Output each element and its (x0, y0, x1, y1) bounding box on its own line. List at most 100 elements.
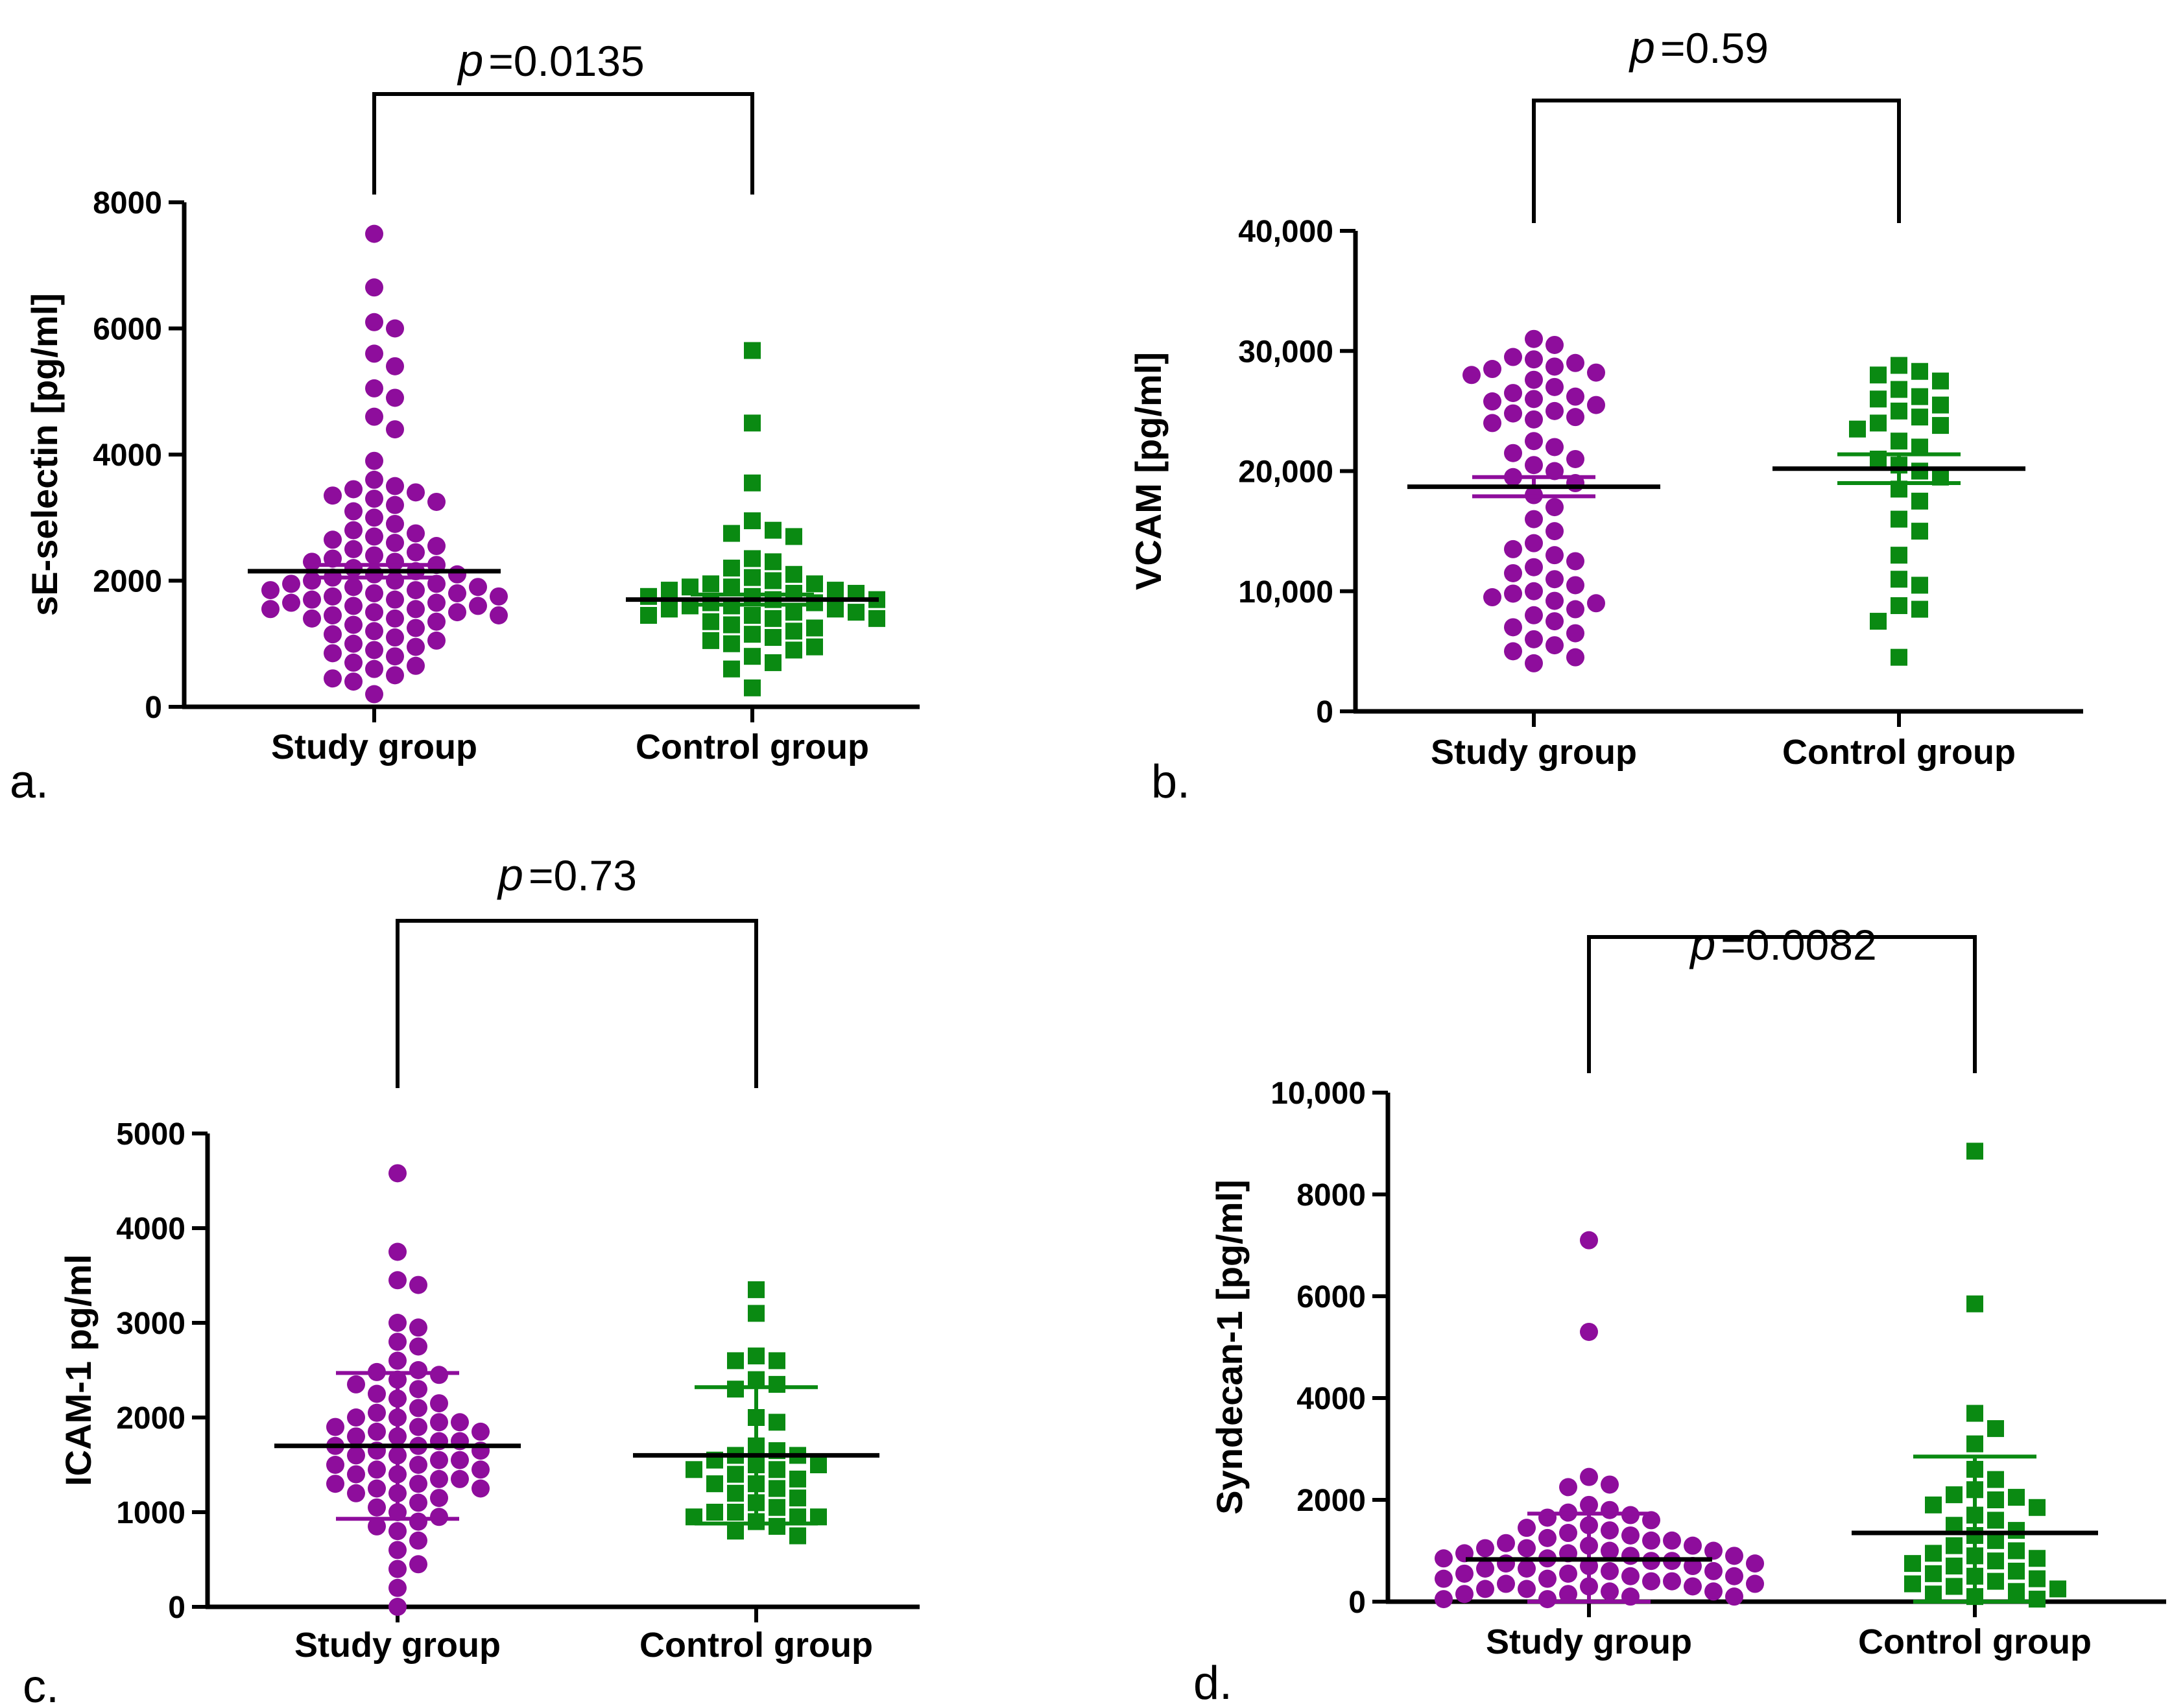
data-point (1545, 570, 1564, 589)
data-point (388, 1351, 407, 1370)
data-point (409, 1475, 427, 1493)
data-point (744, 606, 761, 624)
data-point (868, 610, 885, 627)
data-point (303, 609, 321, 628)
p-value-annotation: p =0.0082 (1689, 919, 1876, 969)
x-tick-label: Study group (1486, 1622, 1692, 1661)
data-point (388, 1598, 407, 1616)
data-point (785, 641, 802, 659)
data-point (1704, 1561, 1723, 1580)
data-point (1904, 1575, 1921, 1593)
y-tick-label: 10,000 (1271, 1076, 1366, 1111)
data-point (1704, 1582, 1723, 1601)
data-point (1545, 498, 1564, 517)
data-point (1642, 1511, 1660, 1530)
y-tick-label: 20,000 (1238, 455, 1333, 490)
data-point (1504, 584, 1522, 603)
data-point (407, 543, 425, 562)
data-point (2008, 1583, 2025, 1600)
data-point (409, 1380, 427, 1399)
data-point (1566, 408, 1584, 427)
data-point (386, 477, 404, 495)
data-point (347, 1484, 365, 1502)
data-point (727, 1352, 744, 1370)
data-point (682, 578, 698, 596)
data-point (1587, 594, 1605, 613)
data-point (386, 514, 404, 533)
data-point (744, 342, 761, 359)
data-point (1455, 1585, 1474, 1604)
data-point (1946, 1486, 1963, 1504)
x-tick-label: Control group (1782, 733, 2016, 772)
data-point (1538, 1528, 1557, 1547)
data-point (407, 524, 425, 543)
data-point (1911, 523, 1928, 540)
data-point (706, 1504, 723, 1521)
x-tick-label: Control group (639, 1626, 873, 1665)
data-point (1483, 392, 1501, 411)
panel-d: 0 2000 4000 6000 8000 10,000 Study group Contro… (1193, 919, 2166, 1708)
data-point (407, 581, 425, 600)
data-point (365, 685, 383, 704)
data-point (409, 1456, 427, 1474)
data-point (1435, 1549, 1453, 1568)
data-point (2029, 1591, 2046, 1608)
data-point (1891, 547, 1907, 564)
data-point (1587, 396, 1605, 414)
data-point (748, 1281, 765, 1298)
panel-b: 0 10,000 20,000 30,000 40,000 Study group Cont… (1128, 22, 2083, 808)
data-point (748, 1305, 765, 1322)
data-point (365, 641, 383, 659)
data-point (1870, 366, 1887, 384)
data-point (326, 1475, 344, 1493)
data-point (1891, 381, 1907, 398)
data-point (365, 451, 383, 470)
data-point (365, 344, 383, 363)
data-point (347, 1427, 365, 1446)
data-point (326, 1417, 344, 1436)
data-point (344, 540, 363, 558)
data-point (1870, 414, 1887, 432)
p-value-annotation: p =0.59 (1629, 22, 1769, 73)
data-point (344, 615, 363, 634)
data-point (2049, 1580, 2066, 1598)
data-point (806, 638, 823, 656)
data-point (1566, 552, 1584, 571)
data-point (723, 560, 740, 577)
data-point (1559, 1564, 1577, 1583)
data-point (1497, 1574, 1515, 1593)
data-point (785, 565, 802, 583)
data-point (427, 593, 446, 612)
data-point (386, 666, 404, 685)
y-tick-label: 0 (1316, 695, 1333, 729)
data-point (427, 537, 446, 556)
data-point (388, 1271, 407, 1290)
data-point (1904, 1555, 1921, 1572)
data-point (365, 313, 383, 331)
data-point (1545, 401, 1564, 420)
data-point (1497, 1534, 1515, 1552)
data-point (386, 647, 404, 666)
data-point (388, 1578, 407, 1597)
data-point (386, 495, 404, 514)
data-point (261, 600, 280, 619)
y-tick-label: 0 (168, 1591, 185, 1625)
data-point (388, 1242, 407, 1261)
data-point (407, 483, 425, 502)
data-point (1911, 388, 1928, 405)
data-point (1504, 540, 1522, 558)
data-point (744, 679, 761, 696)
data-point (430, 1469, 448, 1488)
series-control (1904, 1143, 2066, 1608)
data-point (1545, 546, 1564, 565)
y-tick-label: 4000 (116, 1212, 185, 1246)
data-point (365, 546, 383, 565)
data-point (727, 1523, 744, 1540)
y-tick-label: 8000 (93, 186, 162, 220)
data-point (368, 1422, 386, 1441)
data-point (765, 610, 782, 627)
data-point (1601, 1582, 1619, 1601)
data-point (640, 606, 657, 624)
data-point (448, 565, 466, 584)
data-point (365, 508, 383, 527)
